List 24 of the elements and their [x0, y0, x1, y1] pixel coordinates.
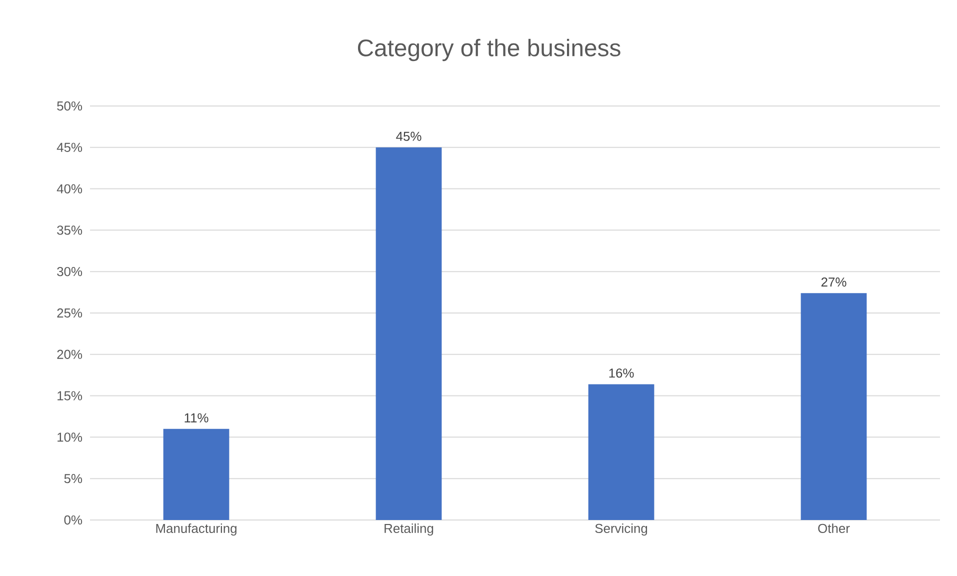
y-tick-label: 30%	[57, 267, 82, 276]
y-tick-label: 20%	[57, 350, 82, 359]
data-label: 11%	[184, 413, 208, 422]
y-tick-label: 25%	[57, 308, 82, 318]
bar	[800, 293, 867, 520]
x-tick-label: Servicing	[595, 524, 648, 536]
bar	[163, 428, 230, 520]
bar	[376, 147, 442, 520]
bar	[588, 384, 654, 520]
y-tick-label: 10%	[58, 432, 82, 442]
y-tick-label: 50%	[57, 101, 82, 111]
data-label: 45%	[396, 132, 422, 141]
x-tick-label: Retailing	[384, 524, 434, 536]
y-tick-label: 45%	[56, 142, 82, 152]
y-tick-label: 0%	[64, 515, 82, 525]
y-tick-label: 35%	[57, 226, 82, 235]
y-tick-label: 5%	[64, 474, 82, 484]
data-label: 16%	[609, 368, 634, 378]
data-label: 27%	[821, 277, 846, 287]
y-tick-label: 40%	[56, 184, 82, 194]
x-tick-label: Other	[818, 524, 850, 534]
y-tick-label: 15%	[58, 391, 82, 400]
x-tick-label: Manufacturing	[156, 524, 236, 536]
chart-title: Category of the business	[358, 38, 620, 62]
